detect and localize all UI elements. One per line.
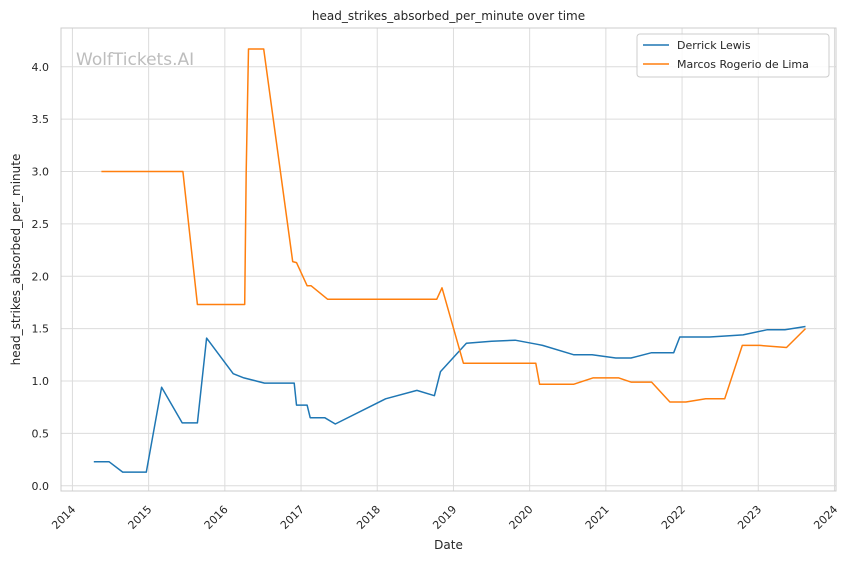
data-point	[196, 422, 198, 424]
data-point	[295, 404, 297, 406]
data-point	[538, 383, 540, 385]
data-point	[741, 344, 743, 346]
y-tick-label: 4.0	[32, 61, 50, 74]
data-point	[462, 362, 464, 364]
data-point	[535, 362, 537, 364]
data-point	[439, 370, 441, 372]
data-point	[742, 334, 744, 336]
data-point	[160, 386, 162, 388]
data-point	[93, 460, 95, 462]
grid-lines	[61, 28, 836, 491]
data-point	[251, 379, 253, 381]
data-point	[295, 261, 297, 263]
plot-frame	[60, 27, 837, 492]
data-point	[724, 335, 726, 337]
data-point	[306, 284, 308, 286]
data-point	[384, 398, 386, 400]
data-point	[536, 343, 538, 345]
data-point	[679, 336, 681, 338]
data-point	[122, 471, 124, 473]
legend-label: Derrick Lewis	[677, 39, 751, 52]
series-line-derrick-lewis	[93, 325, 806, 473]
data-point	[334, 423, 336, 425]
data-point	[100, 170, 102, 172]
data-point	[181, 422, 183, 424]
data-point	[327, 298, 329, 300]
data-point	[650, 352, 652, 354]
data-point	[310, 284, 312, 286]
data-point	[243, 303, 245, 305]
data-point	[785, 346, 787, 348]
data-point	[293, 382, 295, 384]
y-tick-label: 0.5	[32, 427, 50, 440]
x-axis-label: Date	[434, 538, 463, 552]
y-tick-label: 2.5	[32, 218, 50, 231]
data-point	[323, 416, 325, 418]
data-point	[685, 401, 687, 403]
data-point	[263, 382, 265, 384]
data-point	[145, 471, 147, 473]
legend-label: Marcos Rogerio de Lima	[677, 58, 809, 71]
y-tick-labels: 0.0 0.5 1.0 1.5 2.0 2.5 3.0 3.5 4.0	[32, 61, 50, 493]
data-point	[514, 339, 516, 341]
data-point	[232, 372, 234, 374]
data-point	[669, 401, 671, 403]
data-point	[759, 344, 761, 346]
data-point	[490, 340, 492, 342]
watermark-text: WolfTickets.AI	[76, 50, 194, 70]
data-point	[650, 381, 652, 383]
data-point	[618, 377, 620, 379]
data-point	[630, 381, 632, 383]
y-axis-label: head_strikes_absorbed_per_minute	[9, 154, 23, 366]
legend-box	[636, 33, 830, 78]
series-marcos-rogerio-de-lima	[100, 48, 807, 403]
y-tick-label: 0.0	[32, 480, 50, 493]
data-point	[441, 287, 443, 289]
data-point	[784, 328, 786, 330]
data-point	[630, 357, 632, 359]
data-point	[433, 394, 435, 396]
data-point	[245, 170, 247, 172]
data-point	[196, 303, 198, 305]
data-point	[672, 352, 674, 354]
y-tick-label: 1.5	[32, 323, 50, 336]
data-point	[541, 344, 543, 346]
legend: Derrick Lewis Marcos Rogerio de Lima	[636, 33, 830, 78]
data-point	[465, 342, 467, 344]
data-point	[591, 354, 593, 356]
data-point	[592, 377, 594, 379]
data-point	[263, 48, 265, 50]
data-point	[704, 398, 706, 400]
data-point	[416, 389, 418, 391]
data-point	[291, 260, 293, 262]
y-tick-label: 3.5	[32, 113, 50, 126]
y-tick-label: 2.0	[32, 270, 50, 283]
chart-title: head_strikes_absorbed_per_minute over ti…	[312, 9, 585, 23]
data-point	[247, 48, 249, 50]
data-point	[205, 337, 207, 339]
data-point	[275, 382, 277, 384]
data-point	[108, 460, 110, 462]
y-tick-label: 3.0	[32, 166, 50, 179]
data-point	[573, 354, 575, 356]
series-layer	[93, 48, 807, 473]
data-point	[435, 298, 437, 300]
data-point	[306, 404, 308, 406]
data-point	[724, 398, 726, 400]
data-point	[766, 328, 768, 330]
data-point	[804, 327, 806, 329]
data-point	[243, 377, 245, 379]
data-point	[804, 325, 806, 327]
data-point	[708, 336, 710, 338]
data-point	[615, 357, 617, 359]
data-point	[309, 416, 311, 418]
data-point	[573, 383, 575, 385]
y-tick-label: 1.0	[32, 375, 50, 388]
data-point	[182, 170, 184, 172]
series-line-marcos-rogerio-de-lima	[101, 48, 807, 403]
series-derrick-lewis	[93, 325, 806, 473]
